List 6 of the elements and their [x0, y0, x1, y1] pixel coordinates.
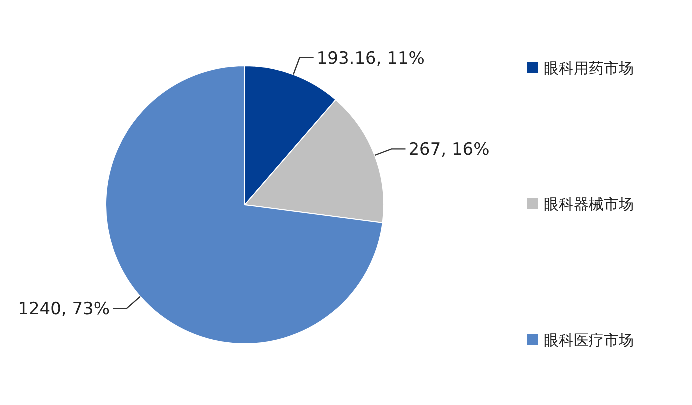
legend-label: 眼科医疗市场: [544, 331, 634, 350]
legend-label: 眼科器械市场: [544, 195, 634, 214]
data-label: 267, 16%: [408, 140, 490, 160]
legend-label: 眼科用药市场: [544, 59, 634, 78]
data-label: 193.16, 11%: [316, 48, 425, 69]
data-label: 1240, 73%: [18, 300, 110, 320]
